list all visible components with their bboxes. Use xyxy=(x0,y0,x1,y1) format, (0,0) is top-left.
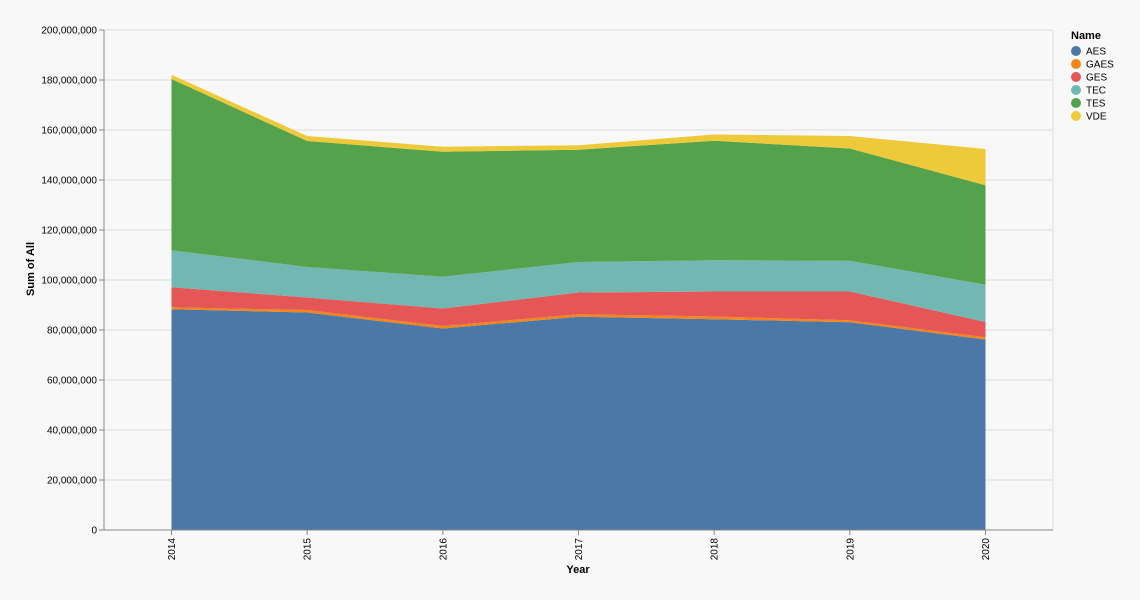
legend-label-gaes: GAES xyxy=(1086,60,1114,71)
area-aes xyxy=(171,309,986,530)
axes: 0 20,000,000 40,000,000 60,000,000 80,000,00… xyxy=(41,26,1053,561)
y-tick-label: 80,000,000 xyxy=(47,326,97,337)
y-tick-label: 60,000,000 xyxy=(47,376,97,387)
y-tick-label: 120,000,000 xyxy=(41,226,97,237)
legend-swatch-vde xyxy=(1071,111,1081,121)
y-tick-label: 180,000,000 xyxy=(41,76,97,87)
legend-title: Name xyxy=(1071,30,1101,42)
area-gaes xyxy=(171,307,986,340)
y-axis-title: Sum of All xyxy=(25,242,37,296)
y-tick-label: 40,000,000 xyxy=(47,426,97,437)
legend-label-vde: VDE xyxy=(1086,112,1107,123)
area-tec xyxy=(171,250,986,322)
legend-swatch-aes xyxy=(1071,46,1081,56)
x-tick-label: 2017 xyxy=(574,538,585,561)
legend-label-tes: TES xyxy=(1086,99,1106,110)
area-series xyxy=(171,74,986,530)
y-tick-label: 160,000,000 xyxy=(41,126,97,137)
x-tick-label: 2019 xyxy=(845,538,856,561)
legend-swatch-tes xyxy=(1071,98,1081,108)
legend-swatch-ges xyxy=(1071,72,1081,82)
y-tick-label: 140,000,000 xyxy=(41,176,97,187)
legend-label-tec: TEC xyxy=(1086,86,1106,97)
legend-swatch-gaes xyxy=(1071,59,1081,69)
y-tick-label: 100,000,000 xyxy=(41,276,97,287)
y-tick-label: 200,000,000 xyxy=(41,26,97,37)
x-tick-label: 2014 xyxy=(167,538,178,561)
y-tick-label: 0 xyxy=(91,526,97,537)
x-tick-label: 2015 xyxy=(303,538,314,561)
legend-label-ges: GES xyxy=(1086,73,1107,84)
x-tick-label: 2018 xyxy=(710,538,721,561)
y-tick-label: 20,000,000 xyxy=(47,476,97,487)
legend: Name AES GAES GES TEC TES VDE xyxy=(1071,30,1114,123)
x-tick-label: 2020 xyxy=(981,538,992,561)
area-ges xyxy=(171,287,986,338)
area-tes xyxy=(171,79,986,285)
x-tick-label: 2016 xyxy=(438,538,449,561)
legend-swatch-tec xyxy=(1071,85,1081,95)
legend-label-aes: AES xyxy=(1086,47,1106,58)
x-axis-title: Year xyxy=(566,564,590,576)
